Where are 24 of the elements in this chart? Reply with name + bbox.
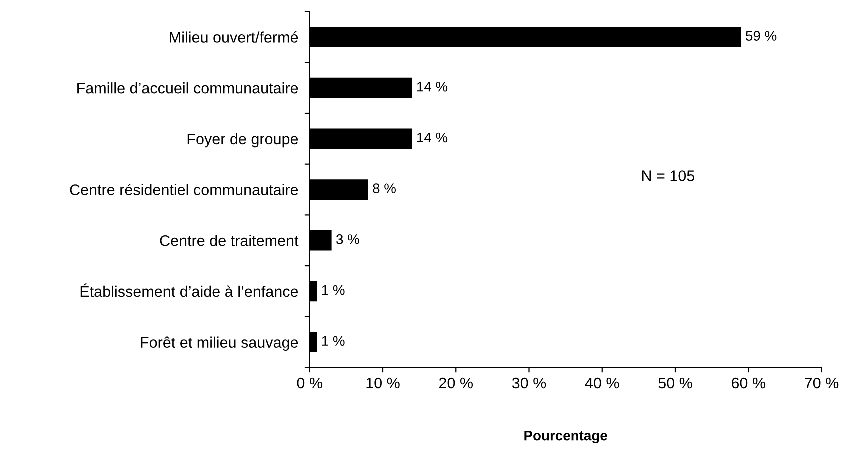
- data-label: 1 %: [322, 285, 345, 296]
- x-tick-label: 40 %: [585, 378, 620, 389]
- y-tick-label: Forêt et milieu sauvage: [141, 336, 298, 352]
- x-tick-label: 20 %: [439, 378, 473, 389]
- x-tick-label: 60 %: [732, 378, 766, 389]
- y-tick-label: Centre de traitement: [160, 235, 299, 246]
- y-tick-label: Famille d’accueil communautaire: [78, 82, 298, 94]
- x-axis-title: Pourcentage: [524, 431, 608, 444]
- data-label: 8 %: [373, 184, 396, 194]
- x-tick-label: 30 %: [512, 378, 546, 389]
- x-tick-label: 10 %: [366, 378, 400, 389]
- y-tick-label: Centre résidentiel communautaire: [70, 184, 298, 196]
- data-label: 3 %: [336, 234, 360, 244]
- y-tick-label: Établissement d’aide à l’enfance: [80, 284, 298, 298]
- annotation: N = 105: [642, 170, 695, 182]
- y-tick-label: Foyer de groupe: [188, 133, 298, 148]
- x-tick-label: 0 %: [297, 378, 322, 389]
- y-tick-label: Milieu ouvert/fermé: [170, 32, 298, 43]
- x-tick-label: 70 %: [805, 378, 839, 389]
- data-label: 1 %: [322, 336, 345, 346]
- data-label: 59 %: [746, 31, 777, 41]
- data-label: 14 %: [417, 132, 448, 143]
- x-tick-label: 50 %: [658, 378, 692, 389]
- data-label: 14 %: [417, 82, 448, 92]
